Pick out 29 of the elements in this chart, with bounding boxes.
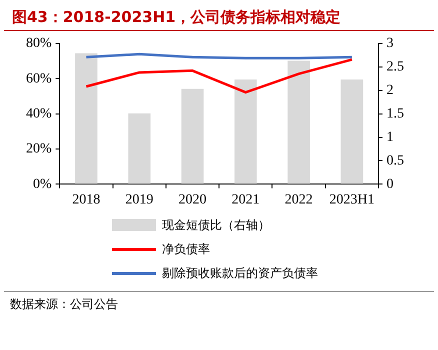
x-tick-label: 2021: [232, 192, 260, 208]
y-tick-label: 60%: [26, 71, 52, 86]
y2-tick-label: 1: [386, 130, 394, 145]
legend-label: 剔除预收账款后的资产负债率: [162, 264, 318, 282]
bar: [234, 80, 257, 184]
legend-label: 净负债率: [162, 240, 210, 258]
x-tick-label: 2019: [125, 192, 154, 208]
x-tick-label: 2023H1: [329, 192, 374, 208]
y2-tick-label: 0: [386, 176, 394, 192]
y-tick-label: 40%: [26, 106, 52, 122]
y2-tick-label: 2.5: [386, 60, 404, 75]
y-tick-label: 20%: [26, 142, 52, 157]
x-tick-label: 2022: [284, 192, 313, 208]
source-note: 数据来源：公司公告: [10, 296, 119, 313]
bar: [181, 88, 204, 184]
y-tick-label: 80%: [26, 36, 52, 52]
y2-tick-label: 3: [386, 36, 394, 52]
y2-tick-label: 1.5: [386, 106, 404, 122]
chart-title: 图43：2018-2023H1，公司债务指标相对稳定: [4, 0, 434, 31]
bar: [75, 53, 98, 184]
bar: [128, 113, 151, 184]
y2-tick-label: 2: [386, 83, 394, 98]
x-tick-label: 2020: [178, 192, 207, 208]
bar: [288, 60, 310, 184]
legend-label: 现金短债比（右轴）: [162, 216, 270, 234]
y-tick-label: 0%: [32, 176, 52, 192]
bar: [340, 80, 364, 184]
y2-tick-label: 0.5: [386, 153, 404, 168]
x-tick-label: 2018: [72, 192, 100, 208]
